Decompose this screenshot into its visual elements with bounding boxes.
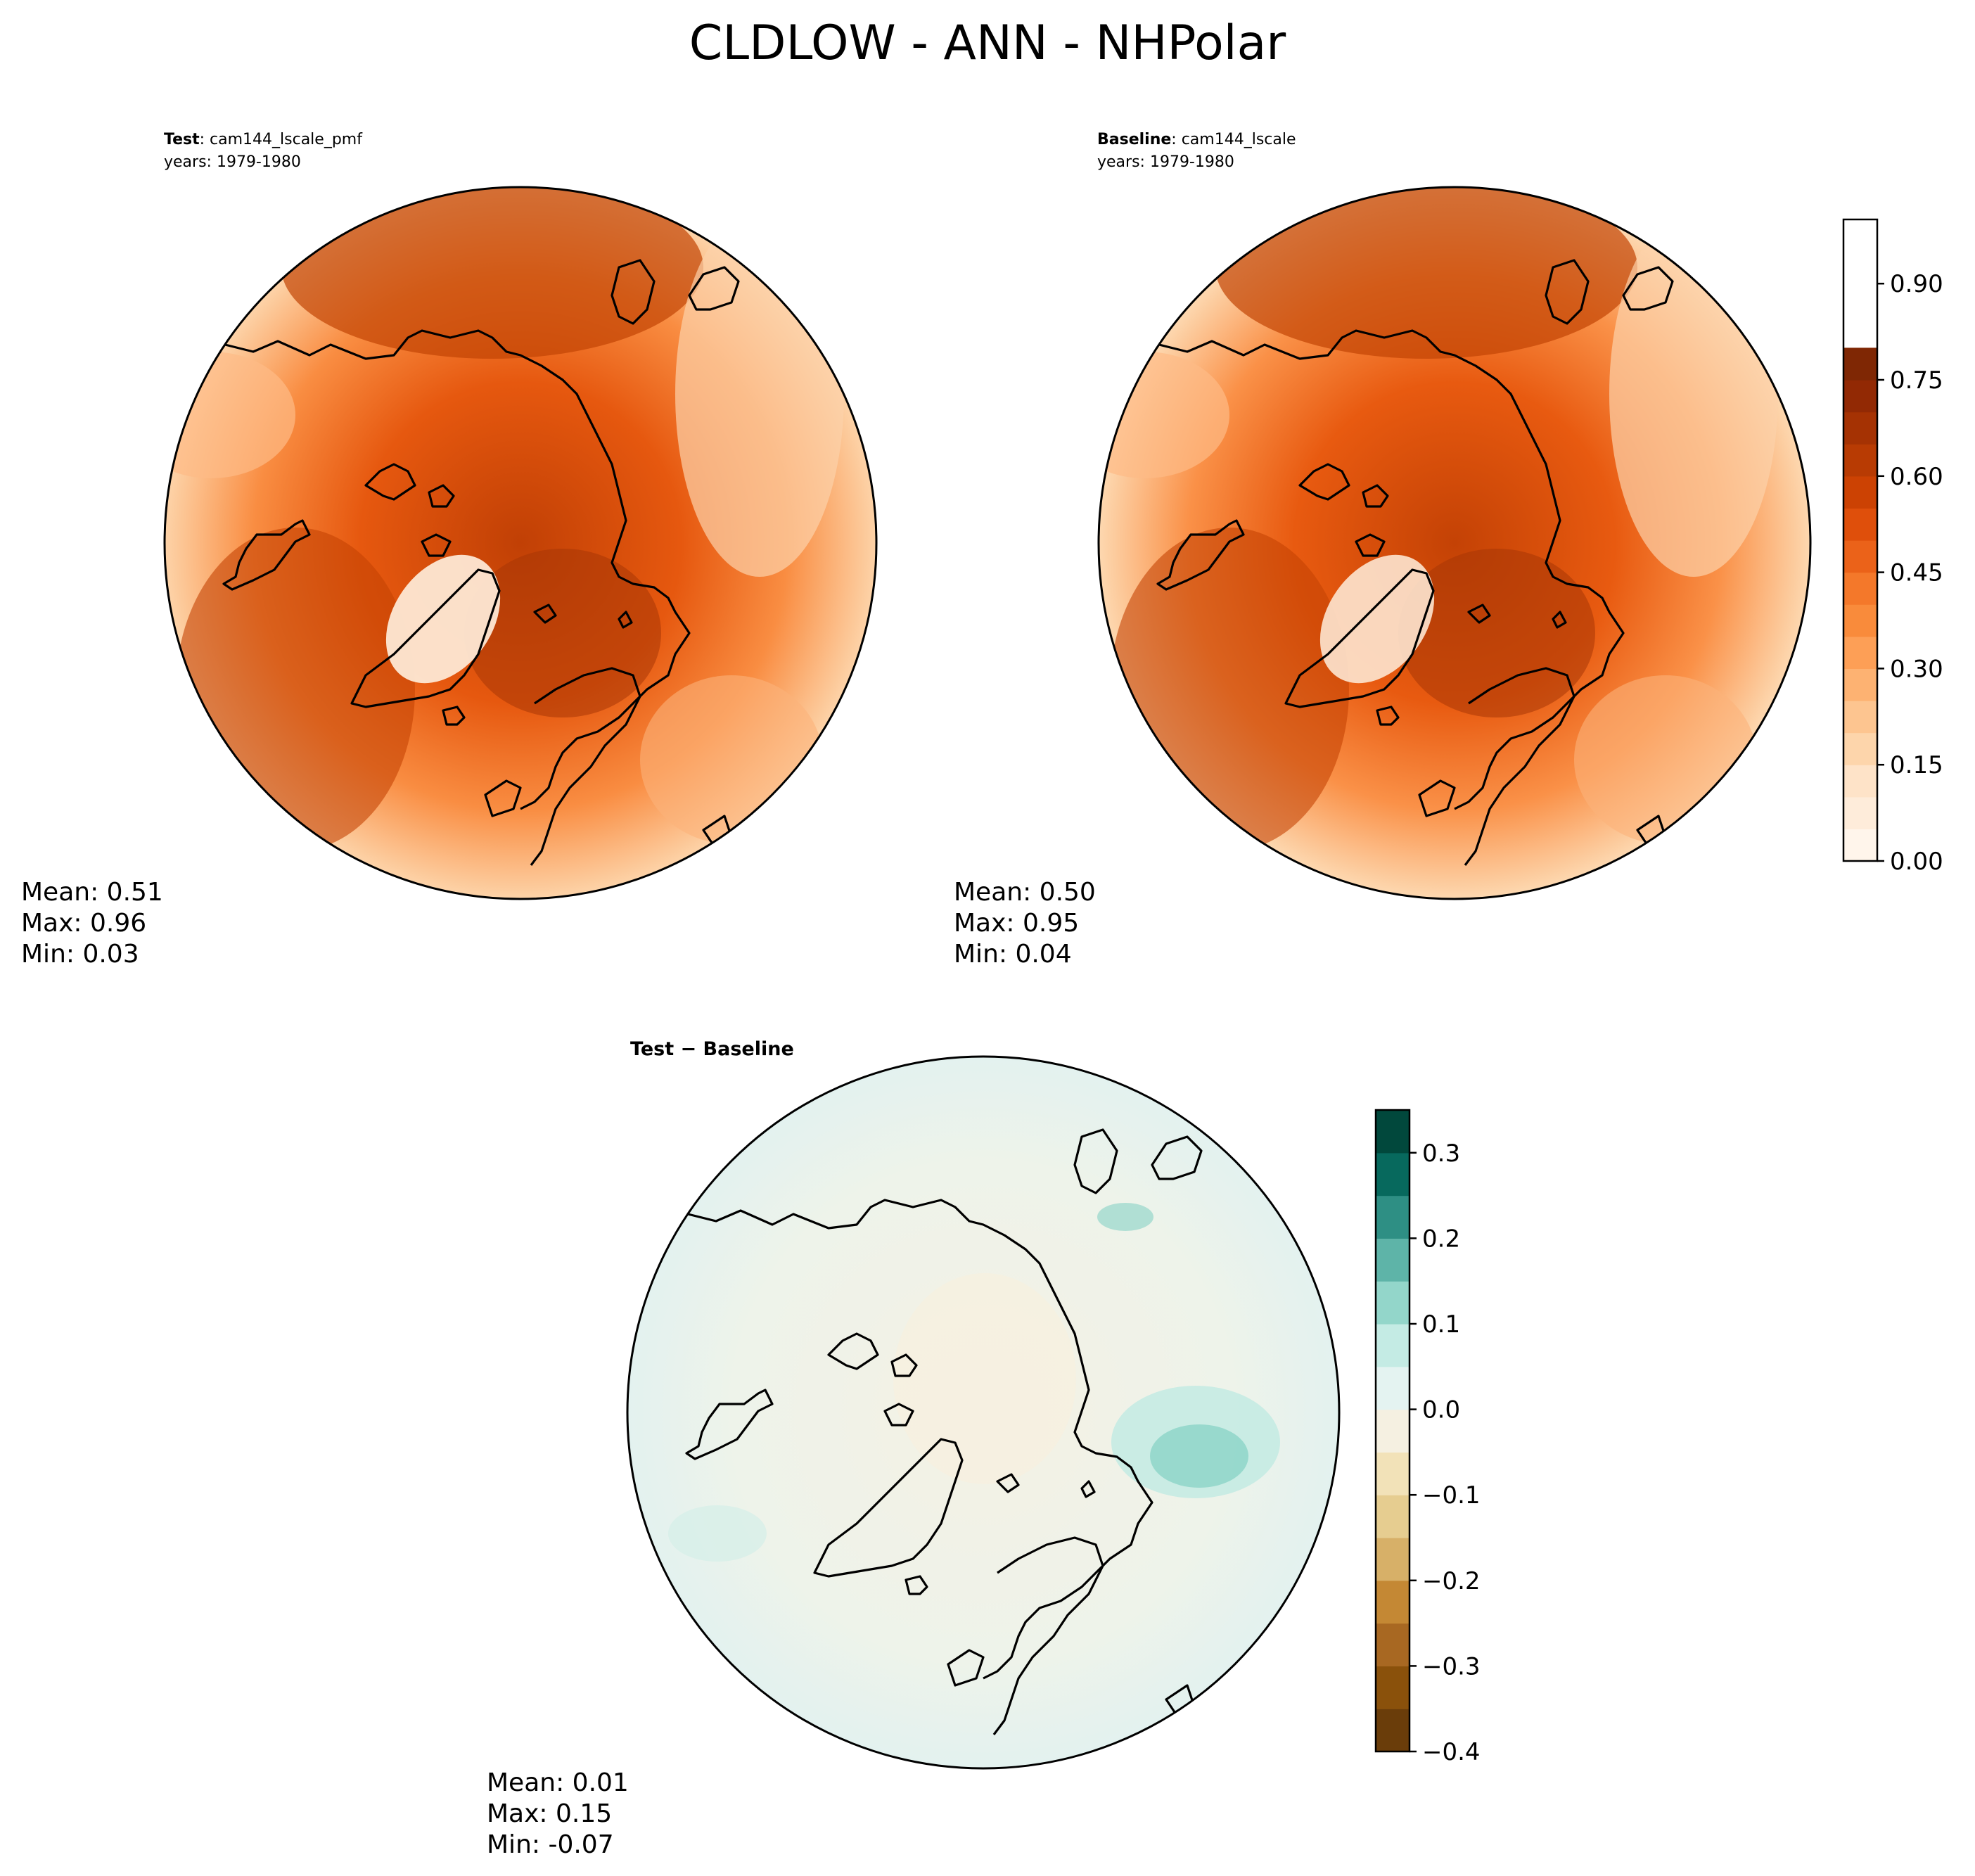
colorbar-cloud-fraction-tick-label: 0.30 <box>1890 655 1943 683</box>
test-map-greenland-low <box>385 554 501 684</box>
colorbar-difference-tick-label: 0.2 <box>1422 1225 1460 1253</box>
baseline-panel-title: Baseline: cam144_lscale <box>1097 131 1296 148</box>
colorbar-difference-color-band <box>1376 1495 1410 1538</box>
colorbar-cloud-fraction-color-band <box>1843 347 1877 381</box>
test-years: years: 1979-1980 <box>164 153 301 171</box>
test-coastlines <box>222 259 740 866</box>
colorbar-difference-tick-label: −0.3 <box>1422 1652 1481 1680</box>
baseline-map-cloud-high <box>1398 549 1595 717</box>
colorbar-difference-color-band <box>1376 1324 1410 1367</box>
test-map-cloud-low <box>165 352 295 478</box>
difference-stat-mean: Mean: 0.01 <box>487 1768 629 1797</box>
test-map-cloud-low <box>675 211 844 577</box>
test-title-rest: : cam144_lscale_pmf <box>200 131 364 148</box>
colorbar-difference-tick-label: −0.2 <box>1422 1567 1481 1595</box>
colorbar-cloud-fraction-color-band <box>1843 636 1877 669</box>
baseline-stat-mean: Mean: 0.50 <box>954 878 1096 907</box>
difference-stat-max: Max: 0.15 <box>487 1799 612 1828</box>
colorbar-cloud-fraction: 0.00 0.15 0.30 0.45 0.60 0.75 0.90 <box>1842 218 1943 876</box>
colorbar-difference-color-band <box>1376 1238 1410 1282</box>
baseline-map-cloud-low <box>1574 675 1757 844</box>
test-panel: Test: cam144_lscale_pmf years: 1979-1980 <box>21 131 878 969</box>
colorbar-cloud-fraction-color-band <box>1843 701 1877 734</box>
difference-map-anomaly-negative <box>893 1273 1076 1484</box>
colorbar-difference: −0.4 −0.3 −0.2 −0.1 0.0 0.1 0.2 0.3 <box>1374 1109 1481 1766</box>
difference-map-boundary <box>626 1055 1341 1770</box>
colorbar-difference-tick-label: −0.4 <box>1422 1738 1481 1766</box>
colorbar-cloud-fraction-tick-label: 0.15 <box>1890 751 1943 779</box>
colorbar-difference-color-band <box>1376 1366 1410 1410</box>
test-map-cloud-high <box>464 549 661 717</box>
colorbar-difference-color-band <box>1376 1110 1410 1154</box>
colorbar-difference-tick-label: −0.1 <box>1422 1481 1481 1510</box>
test-stat-mean: Mean: 0.51 <box>21 878 163 907</box>
colorbar-cloud-fraction-tick-label: 0.75 <box>1890 366 1943 395</box>
colorbar-cloud-fraction-color-band <box>1843 765 1877 798</box>
difference-panel-title: Test − Baseline <box>630 1038 794 1060</box>
colorbar-difference-color-band <box>1376 1409 1410 1453</box>
colorbar-cloud-fraction-frame <box>1842 218 1879 862</box>
colorbar-difference-tick-label: 0.0 <box>1422 1396 1460 1424</box>
colorbar-cloud-fraction-tick-label: 0.45 <box>1890 559 1943 587</box>
test-title-bold: Test <box>164 131 200 148</box>
colorbar-difference-color-band <box>1376 1281 1410 1325</box>
baseline-map-cloud-high <box>1110 528 1349 851</box>
baseline-title-bold: Baseline <box>1097 131 1171 148</box>
test-map-cloud-high <box>176 528 415 851</box>
difference-coastlines <box>685 1128 1203 1735</box>
baseline-years: years: 1979-1980 <box>1097 153 1234 171</box>
colorbar-difference-color-band <box>1376 1538 1410 1581</box>
colorbar-difference-color-band <box>1376 1152 1410 1197</box>
colorbar-cloud-fraction-color-band <box>1843 732 1877 765</box>
baseline-panel: Baseline: cam144_lscale years: 1979-1980 <box>954 131 1812 969</box>
colorbar-difference-color-band <box>1376 1195 1410 1239</box>
baseline-map-boundary <box>1097 186 1812 900</box>
colorbar-difference-color-band <box>1376 1452 1410 1495</box>
colorbar-cloud-fraction-color-band <box>1843 829 1877 862</box>
colorbar-cloud-fraction-color-band <box>1843 604 1877 637</box>
colorbar-difference-frame <box>1374 1109 1411 1753</box>
baseline-map <box>1099 187 1810 899</box>
difference-map-anomaly-positive <box>1097 1203 1153 1231</box>
baseline-coastlines <box>1156 259 1674 866</box>
colorbar-difference-color-band <box>1376 1666 1410 1709</box>
test-stat-max: Max: 0.96 <box>21 909 146 938</box>
difference-panel: Test − Baseline <box>487 1038 1341 1859</box>
baseline-map-cloud-high <box>1215 187 1637 359</box>
baseline-title-rest: : cam144_lscale <box>1171 131 1296 148</box>
difference-map-anomaly-positive <box>1150 1424 1248 1488</box>
colorbar-cloud-fraction-color-band <box>1843 380 1877 413</box>
colorbar-cloud-fraction-color-band <box>1843 476 1877 509</box>
colorbar-cloud-fraction-color-band <box>1843 444 1877 477</box>
colorbar-difference-tick-label: 0.3 <box>1422 1140 1460 1168</box>
colorbar-cloud-fraction-tick-label: 0.90 <box>1890 270 1943 298</box>
baseline-map-cloud-low <box>1609 211 1778 577</box>
test-stat-min: Min: 0.03 <box>21 940 139 969</box>
test-panel-title: Test: cam144_lscale_pmf <box>164 131 363 148</box>
colorbar-difference-color-band <box>1376 1623 1410 1666</box>
figure-title: CLDLOW - ANN - NHPolar <box>689 15 1286 71</box>
colorbar-difference-tick-label: 0.1 <box>1422 1310 1460 1339</box>
test-map-boundary <box>163 186 878 900</box>
colorbar-cloud-fraction-color-band <box>1843 540 1877 573</box>
baseline-stat-max: Max: 0.95 <box>954 909 1079 938</box>
colorbar-difference-color-band <box>1376 1709 1410 1752</box>
test-map-cloud-low <box>640 675 823 844</box>
baseline-map-greenland-low <box>1319 554 1435 684</box>
colorbar-cloud-fraction-tick-label: 0.00 <box>1890 848 1943 876</box>
difference-stat-min: Min: -0.07 <box>487 1830 614 1859</box>
difference-map-anomaly-positive <box>668 1505 767 1562</box>
colorbar-difference-color-band <box>1376 1580 1410 1624</box>
colorbar-cloud-fraction-color-band <box>1843 796 1877 829</box>
colorbar-cloud-fraction-color-band <box>1843 411 1877 445</box>
baseline-stat-min: Min: 0.04 <box>954 940 1072 969</box>
baseline-map-cloud-low <box>1099 352 1229 478</box>
colorbar-cloud-fraction-tick-label: 0.60 <box>1890 463 1943 491</box>
difference-map <box>627 1057 1339 1768</box>
test-map-cloud-high <box>281 187 703 359</box>
colorbar-cloud-fraction-color-band <box>1843 508 1877 541</box>
colorbar-cloud-fraction-color-band <box>1843 668 1877 701</box>
colorbar-cloud-fraction-color-band <box>1843 572 1877 605</box>
